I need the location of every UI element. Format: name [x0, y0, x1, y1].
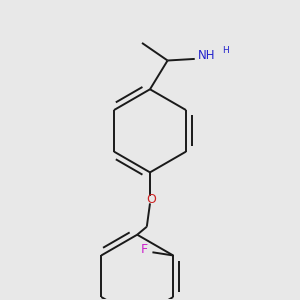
Text: F: F — [141, 243, 148, 256]
Text: O: O — [147, 193, 157, 206]
Text: H: H — [222, 46, 229, 56]
Text: NH: NH — [198, 49, 215, 62]
